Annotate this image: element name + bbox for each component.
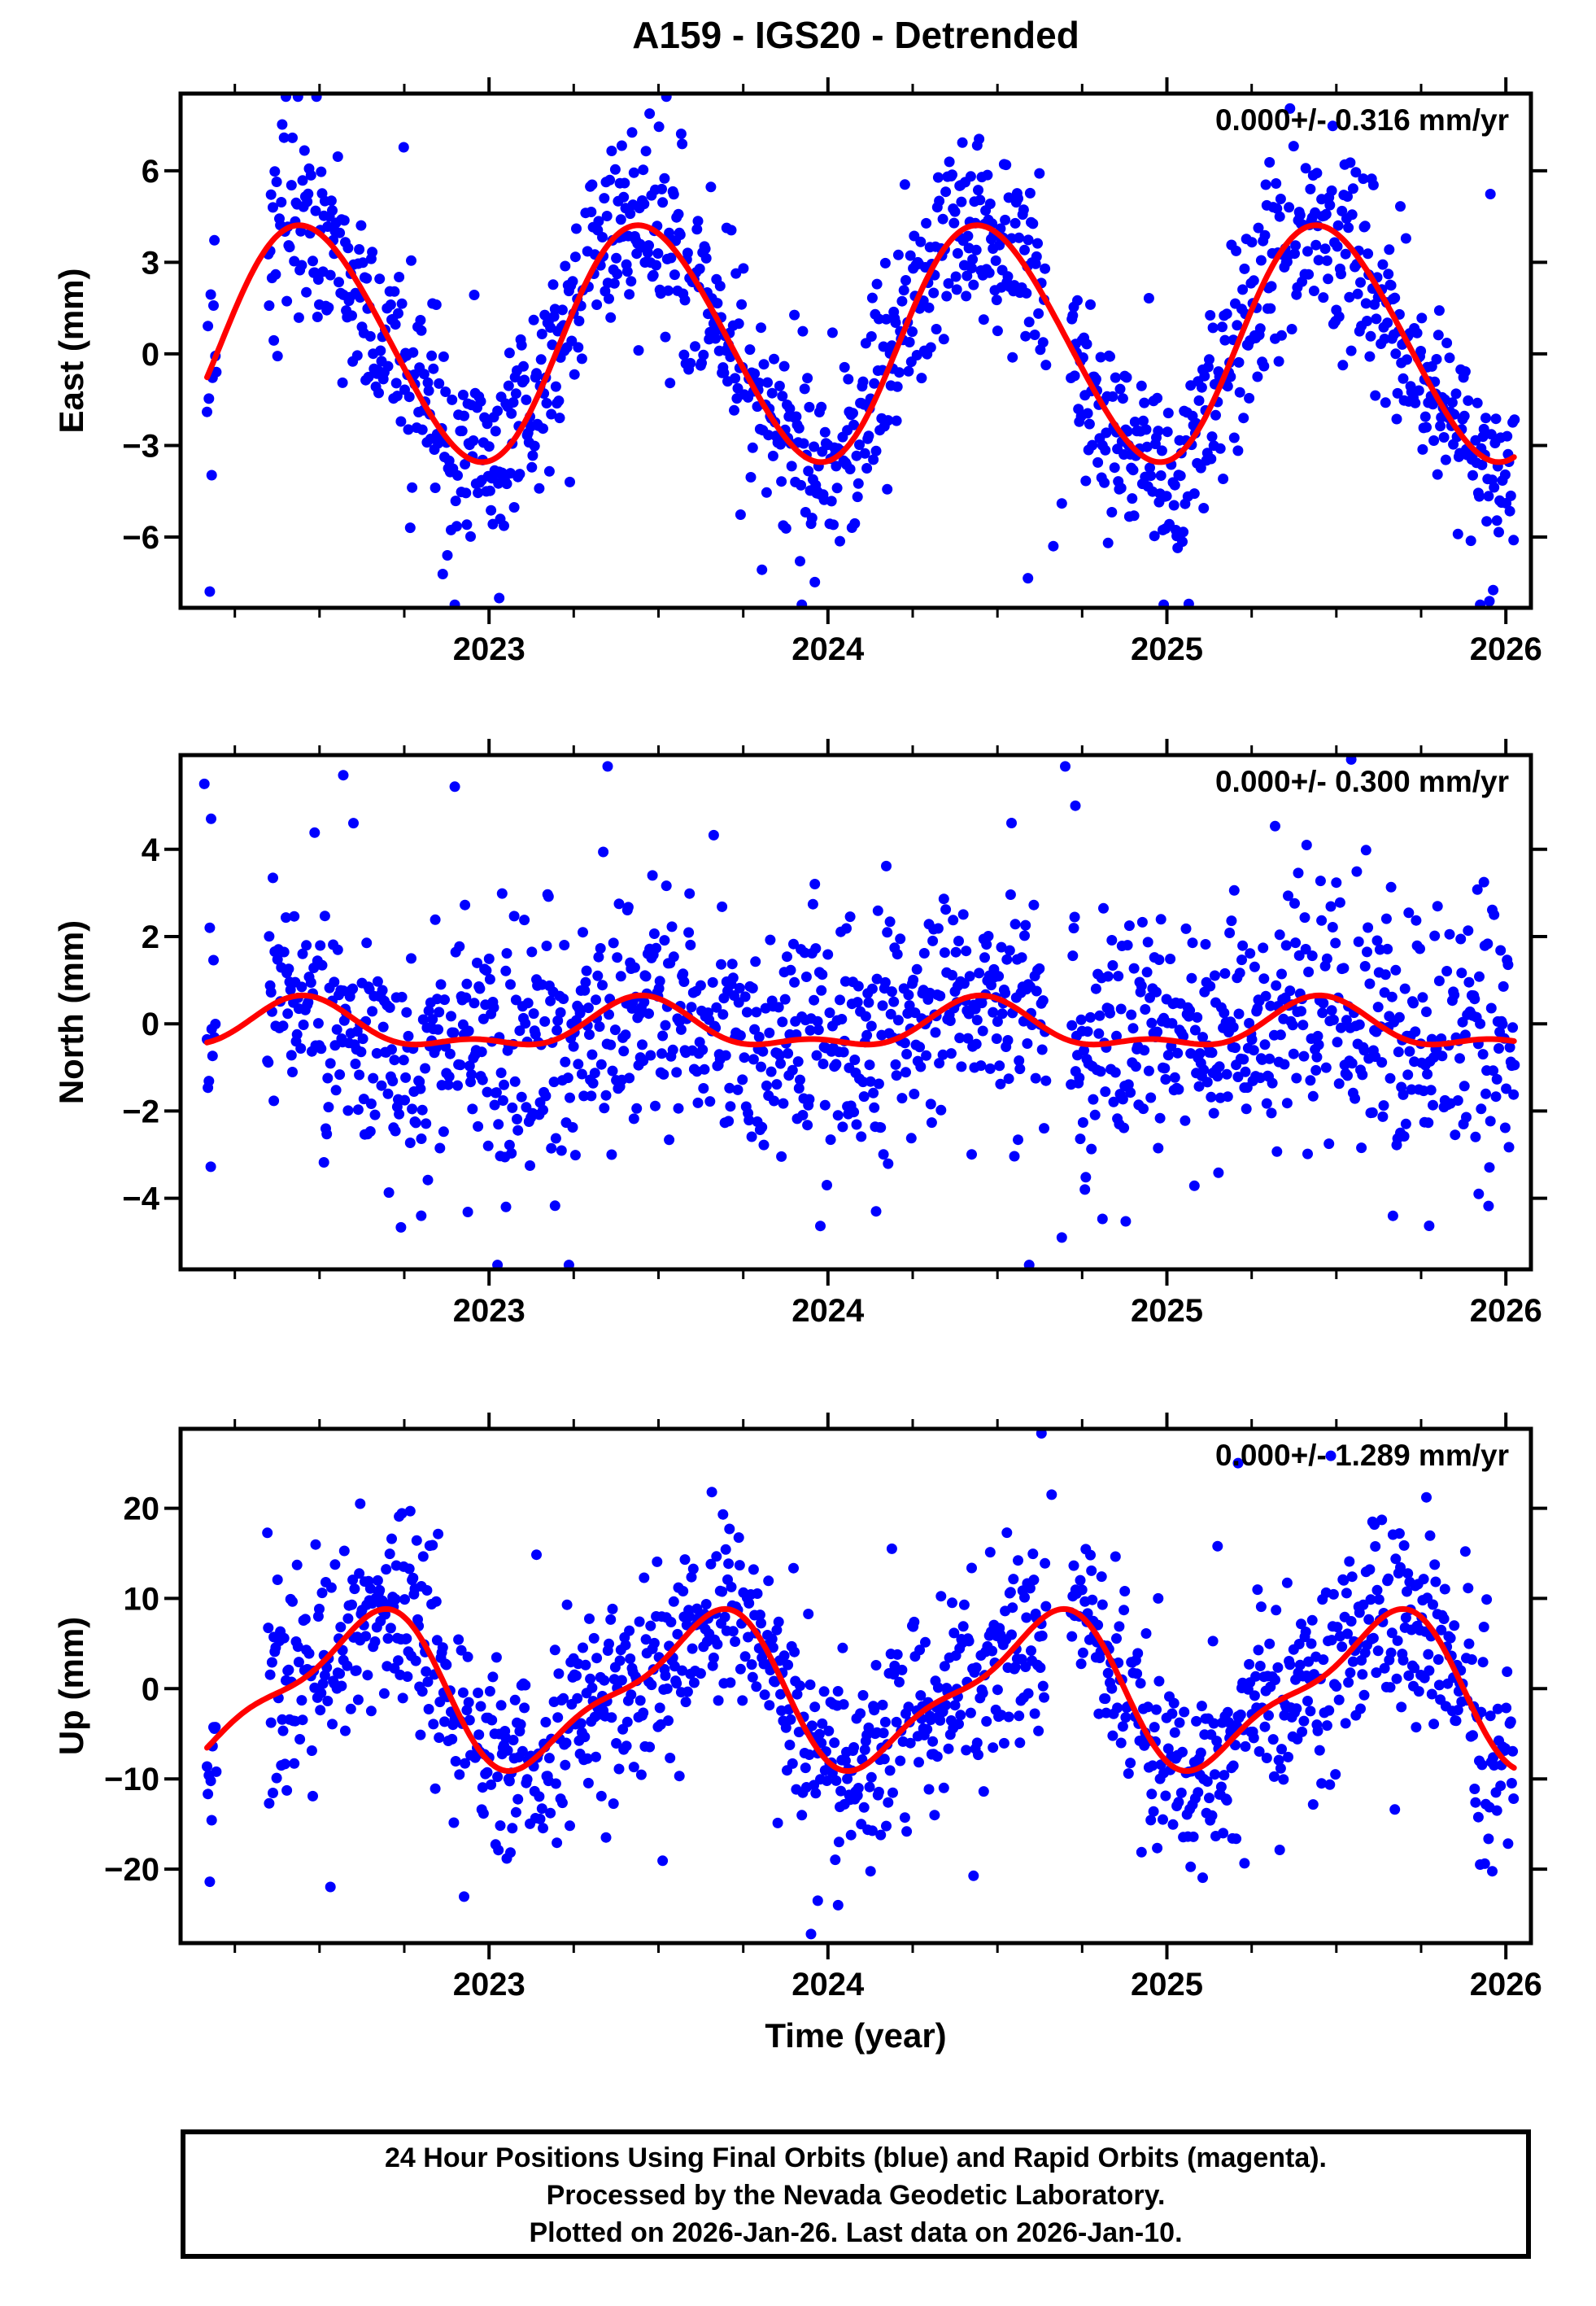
x-tick-label: 2025 bbox=[1131, 1967, 1203, 2002]
up-axis-title: Up (mm) bbox=[52, 1616, 90, 1756]
x-tick-label: 2026 bbox=[1470, 1967, 1542, 2002]
footer-processed-line: Processed by the Nevada Geodetic Laborat… bbox=[546, 2180, 1166, 2211]
x-tick-label: 2023 bbox=[453, 631, 525, 667]
page-title: A159 - IGS20 - Detrended bbox=[632, 14, 1079, 56]
seasonal-fit-line bbox=[204, 992, 1517, 1048]
y-major-ticks bbox=[164, 1506, 1547, 1871]
plot-frame bbox=[178, 91, 1533, 610]
scatter-points-final-orbits bbox=[202, 94, 1520, 608]
plot-frame bbox=[178, 1426, 1533, 1946]
x-tick-label: 2026 bbox=[1470, 631, 1542, 667]
y-tick-label: 6 bbox=[142, 154, 159, 190]
east-panel-plot: 2023 2024 2025 2026 −6 −3 0 3 6 bbox=[122, 77, 1547, 667]
x-tick-label: 2025 bbox=[1131, 631, 1203, 667]
up-panel-plot: 2023 2024 2025 2026 −20 −10 0 10 20 bbox=[104, 1413, 1547, 2002]
y-tick-label: −2 bbox=[122, 1094, 159, 1129]
east-velocity-annotation: 0.000+/- 0.316 mm/yr bbox=[1214, 103, 1509, 137]
y-tick-label: 4 bbox=[142, 832, 160, 868]
x-major-ticks bbox=[487, 1413, 1508, 1959]
x-minor-ticks bbox=[233, 745, 1423, 1279]
footer-info-box: 24 Hour Positions Using Final Orbits (bl… bbox=[181, 2129, 1531, 2259]
x-tick-label: 2024 bbox=[791, 1293, 865, 1329]
y-tick-label: −20 bbox=[104, 1852, 159, 1888]
plot-frame bbox=[178, 753, 1533, 1272]
y-tick-label: −6 bbox=[122, 520, 159, 556]
y-tick-label: 0 bbox=[142, 1007, 159, 1042]
east-axis-title: East (mm) bbox=[52, 268, 90, 434]
x-minor-ticks bbox=[233, 1419, 1423, 1953]
x-major-ticks bbox=[487, 739, 1508, 1286]
up-velocity-annotation: 0.000+/- 1.289 mm/yr bbox=[1214, 1439, 1509, 1472]
x-tick-label: 2023 bbox=[453, 1293, 525, 1329]
x-tick-label: 2023 bbox=[453, 1967, 525, 2002]
y-tick-label: 2 bbox=[142, 919, 159, 955]
y-tick-label: 0 bbox=[142, 337, 159, 373]
x-tick-label: 2025 bbox=[1131, 1293, 1203, 1329]
y-tick-label: −10 bbox=[104, 1762, 159, 1797]
seasonal-fit-line bbox=[204, 1605, 1517, 1774]
scatter-points-final-orbits bbox=[202, 1429, 1520, 1940]
seasonal-fit-line bbox=[204, 222, 1517, 465]
y-major-ticks bbox=[164, 847, 1547, 1200]
y-tick-label: 20 bbox=[124, 1491, 160, 1527]
y-tick-label: −4 bbox=[122, 1181, 159, 1217]
x-tick-label: 2024 bbox=[791, 1967, 865, 2002]
north-axis-title: North (mm) bbox=[52, 919, 90, 1105]
footer-orbits-line: 24 Hour Positions Using Final Orbits (bl… bbox=[385, 2142, 1327, 2173]
x-axis-title: Time (year) bbox=[765, 2016, 947, 2055]
x-major-ticks bbox=[487, 77, 1508, 624]
north-velocity-annotation: 0.000+/- 0.300 mm/yr bbox=[1214, 765, 1509, 798]
y-tick-label: 3 bbox=[142, 245, 159, 281]
y-tick-label: 10 bbox=[124, 1581, 160, 1617]
x-minor-ticks bbox=[233, 84, 1423, 618]
x-tick-label: 2024 bbox=[791, 631, 865, 667]
y-tick-label: −3 bbox=[122, 429, 159, 465]
north-panel-plot: 2023 2024 2025 2026 −4 −2 0 2 4 bbox=[122, 739, 1547, 1329]
y-major-ticks bbox=[164, 168, 1547, 539]
footer-plotted-line: Plotted on 2026-Jan-26. Last data on 202… bbox=[529, 2217, 1183, 2248]
scatter-points-final-orbits bbox=[198, 755, 1520, 1269]
x-tick-label: 2026 bbox=[1470, 1293, 1542, 1329]
y-tick-label: 0 bbox=[142, 1671, 159, 1707]
